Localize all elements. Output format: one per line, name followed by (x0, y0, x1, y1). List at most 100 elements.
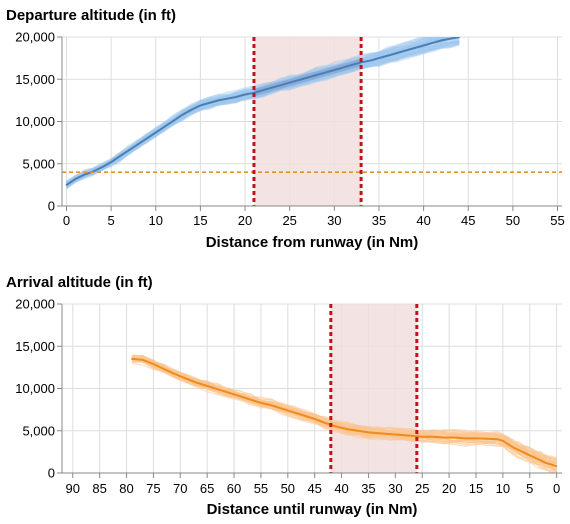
x-tick-label: 80 (119, 481, 133, 496)
data-point (292, 411, 294, 413)
flight-trace (65, 40, 460, 188)
y-tick-label: 10,000 (15, 381, 55, 396)
flight-trace (65, 43, 460, 190)
chart-panel-1: Departure altitude (in ft) 0 5,000 10,000 15… (6, 7, 565, 251)
x-tick-label: 50 (506, 213, 520, 228)
data-point (378, 57, 380, 59)
data-point (184, 377, 187, 380)
data-point (342, 66, 345, 69)
data-point (324, 422, 327, 424)
flight-trace (65, 37, 439, 186)
x-tick-label: 70 (173, 481, 187, 496)
flight-trace (131, 356, 557, 464)
data-point (485, 437, 488, 440)
data-point (146, 137, 148, 140)
data-point (172, 119, 175, 122)
x-tick-label: 15 (469, 481, 483, 496)
data-point (141, 358, 144, 361)
data-point (512, 446, 515, 449)
x-tick-label: 10 (496, 481, 510, 496)
data-point (534, 456, 536, 459)
y-tick-label: 0 (48, 199, 55, 214)
flight-trace (131, 359, 557, 473)
data-point (421, 435, 424, 438)
data-point (496, 438, 499, 441)
flight-trace (65, 41, 460, 187)
data-point (270, 404, 273, 407)
flight-trace (66, 40, 460, 186)
data-point (378, 432, 381, 435)
data-point (369, 59, 371, 62)
flight-trace (65, 37, 458, 186)
data-point (440, 39, 443, 42)
flight-trace (65, 41, 460, 186)
data-point (190, 108, 193, 111)
x-tick-label: 20 (442, 481, 456, 496)
data-point (128, 149, 130, 152)
x-tick-label: 40 (334, 481, 348, 496)
data-point (208, 102, 211, 104)
y-tick-label: 20,000 (15, 297, 55, 312)
data-point (235, 96, 237, 98)
x-axis-label: Distance until runway (in Nm) (207, 501, 418, 518)
data-point (413, 47, 416, 49)
highlight-region (253, 37, 362, 206)
data-point (333, 69, 336, 71)
data-point (303, 414, 305, 417)
data-point (101, 166, 103, 168)
data-point (206, 385, 208, 387)
data-point (432, 435, 434, 438)
data-point (449, 37, 452, 40)
data-point (528, 454, 531, 457)
data-point (545, 462, 547, 464)
data-point (367, 431, 370, 434)
data-point (227, 391, 230, 394)
x-tick-label: 10 (149, 213, 163, 228)
data-point (249, 398, 251, 401)
data-point (226, 97, 228, 100)
data-point (351, 64, 353, 66)
data-point (238, 395, 241, 397)
highlight-region (330, 304, 417, 473)
x-tick-label: 30 (388, 481, 402, 496)
data-point (163, 125, 166, 128)
chart-title: Departure altitude (in ft) (6, 7, 176, 24)
x-tick-label: 90 (66, 481, 80, 496)
data-point (288, 81, 291, 84)
data-point (217, 99, 220, 102)
flight-trace (66, 37, 434, 183)
flight-trace (66, 42, 460, 187)
data-point (389, 433, 391, 435)
data-point (217, 388, 219, 391)
data-point (356, 429, 359, 432)
data-point (507, 443, 510, 446)
x-tick-label: 55 (254, 481, 268, 496)
x-tick-label: 20 (238, 213, 252, 228)
data-point (260, 402, 262, 404)
data-point (195, 381, 198, 384)
x-tick-label: 45 (461, 213, 475, 228)
x-tick-label: 45 (307, 481, 321, 496)
x-tick-label: 55 (550, 213, 564, 228)
flight-trace (65, 37, 446, 184)
data-point (163, 368, 165, 370)
y-tick-label: 5,000 (22, 423, 55, 438)
y-tick-label: 15,000 (15, 339, 55, 354)
data-point (152, 363, 155, 365)
flight-trace (131, 362, 557, 473)
data-point (396, 52, 398, 54)
flight-trace (65, 37, 435, 183)
data-point (313, 418, 316, 420)
x-tick-label: 50 (281, 481, 295, 496)
flight-trace (65, 42, 460, 187)
data-point (65, 184, 68, 186)
mean-altitude-line (131, 357, 557, 468)
data-point (281, 407, 284, 410)
data-point (346, 428, 348, 430)
y-tick-label: 5,000 (22, 156, 55, 171)
chart-panel-2: Arrival altitude (in ft) 0 5,000 10,000 15,0… (6, 274, 562, 518)
data-point (422, 44, 425, 47)
data-point (181, 113, 184, 116)
flight-trace (65, 40, 460, 189)
